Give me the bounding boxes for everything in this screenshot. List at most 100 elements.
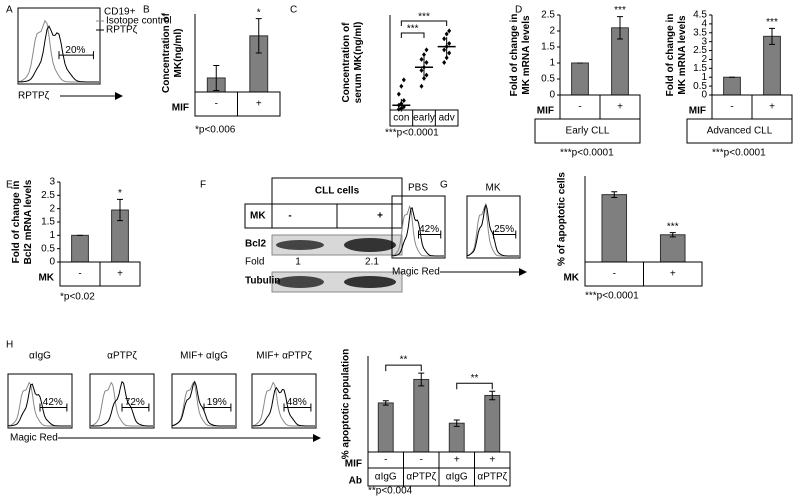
panel-letter: A xyxy=(6,5,13,16)
significance-bracket xyxy=(400,20,448,26)
sample-label: MIF+ αPTPζ xyxy=(256,351,312,362)
gate-percent: 42% xyxy=(419,224,439,235)
x-tick-label: + xyxy=(769,102,775,113)
x-axis-label: MIF xyxy=(172,103,189,114)
legend-label: Isotope control xyxy=(106,16,172,27)
x-tick-label: + xyxy=(489,455,495,466)
y-tick-label: 1.5 xyxy=(693,63,707,74)
blot-row xyxy=(244,203,403,229)
error-bar xyxy=(117,198,123,222)
lane-label: - xyxy=(288,211,291,222)
y-tick-label: 1 xyxy=(701,72,707,83)
fold-value: 2.1 xyxy=(365,257,379,268)
y-tick-label: 4.5 xyxy=(693,10,707,21)
gate-percent: 20% xyxy=(65,45,85,56)
error-bar xyxy=(617,16,623,40)
footnote: *p<0.006 xyxy=(195,125,236,136)
footnote: *p<0.02 xyxy=(60,292,95,303)
bar xyxy=(448,422,465,453)
error-bar xyxy=(418,372,425,387)
footnote: ***p<0.0001 xyxy=(585,291,639,302)
bar xyxy=(484,394,501,453)
y-tick-label: 1 xyxy=(549,58,555,69)
gate-percent: 25% xyxy=(494,224,514,235)
category-table xyxy=(389,109,459,127)
axis-label: RPTPζ xyxy=(18,91,50,102)
point xyxy=(447,28,452,34)
histogram-curve xyxy=(18,25,99,83)
x-tick-label: - xyxy=(730,102,733,113)
x-tick-label: adv xyxy=(439,113,455,124)
y-axis-label: Concentration ofserum MK(ng/ml) xyxy=(341,22,364,104)
y-tick-label: 0.5 xyxy=(693,81,707,92)
y-axis-label: Fold of change inMK mRNA levels xyxy=(665,14,688,97)
blot-band xyxy=(276,276,324,288)
band-label: Bcl2 xyxy=(245,239,267,250)
point xyxy=(424,60,429,65)
point xyxy=(399,83,404,89)
point xyxy=(401,77,406,83)
histogram-curve xyxy=(172,380,235,427)
group-box xyxy=(686,118,793,144)
x-tick-label: - xyxy=(613,269,616,280)
y-axis-label: % apoptotic population xyxy=(341,349,352,460)
gate xyxy=(121,403,150,412)
x-tick-label: con xyxy=(393,113,409,124)
y-tick-label: 2.5 xyxy=(541,10,555,21)
gate xyxy=(283,403,312,412)
x-axis-label: MK xyxy=(563,273,579,284)
panel-letter: G xyxy=(440,180,448,191)
x-tick-label: + xyxy=(617,102,623,113)
y-tick-label: 2.5 xyxy=(41,190,55,201)
x-tick-label: + xyxy=(670,269,676,280)
histogram-frame xyxy=(251,373,317,429)
gate-percent: 42% xyxy=(43,397,63,408)
footnote: ***p<0.0001 xyxy=(560,148,614,159)
x-tick-label: - xyxy=(78,269,81,280)
y-tick-label: 0 xyxy=(49,257,55,268)
significance-label: *** xyxy=(667,221,679,232)
histogram-curve xyxy=(8,383,71,427)
x-tick-label: - xyxy=(420,455,423,466)
y-tick-label: 0 xyxy=(701,90,707,101)
y-tick-label: 1.5 xyxy=(541,42,555,53)
x-tick-label: - xyxy=(578,102,581,113)
y-tick-label: 1.5 xyxy=(41,217,55,228)
histogram-frame xyxy=(171,373,237,429)
gate xyxy=(58,51,94,60)
y-tick-label: 0 xyxy=(549,90,555,101)
y-tick-label: 0.5 xyxy=(41,243,55,254)
point xyxy=(444,55,449,61)
histogram-frame xyxy=(17,7,101,85)
panel-letter: H xyxy=(6,340,13,351)
gate xyxy=(39,403,68,412)
bar xyxy=(413,378,430,453)
sample-label: PBS xyxy=(408,183,428,194)
point xyxy=(447,41,452,46)
bar xyxy=(723,76,741,96)
footnote: ***p<0.0001 xyxy=(385,128,439,139)
x-axis-label: MIF xyxy=(689,106,706,117)
panel-letter: E xyxy=(6,180,13,191)
panel-letter: F xyxy=(200,180,206,191)
point xyxy=(401,98,406,103)
histogram-frame xyxy=(391,195,446,259)
error-bar xyxy=(453,419,460,427)
panel-letter: C xyxy=(290,5,297,16)
error-bar xyxy=(489,390,496,401)
y-tick-label: 4 xyxy=(701,19,707,30)
y-tick-label: 2 xyxy=(49,203,55,214)
point xyxy=(424,72,429,78)
lane-label: + xyxy=(377,211,383,222)
bar xyxy=(377,402,394,453)
y-axis-label: % of apoptotic cells xyxy=(557,172,568,266)
footnote: **p<0.004 xyxy=(368,486,413,497)
histogram-curve xyxy=(90,381,153,427)
histogram-frame xyxy=(89,373,155,429)
y-tick-label: 3 xyxy=(49,177,55,188)
point xyxy=(419,56,424,62)
point xyxy=(447,50,452,56)
significance-label: *** xyxy=(614,5,626,16)
axis-label: Magic Red xyxy=(392,267,440,278)
